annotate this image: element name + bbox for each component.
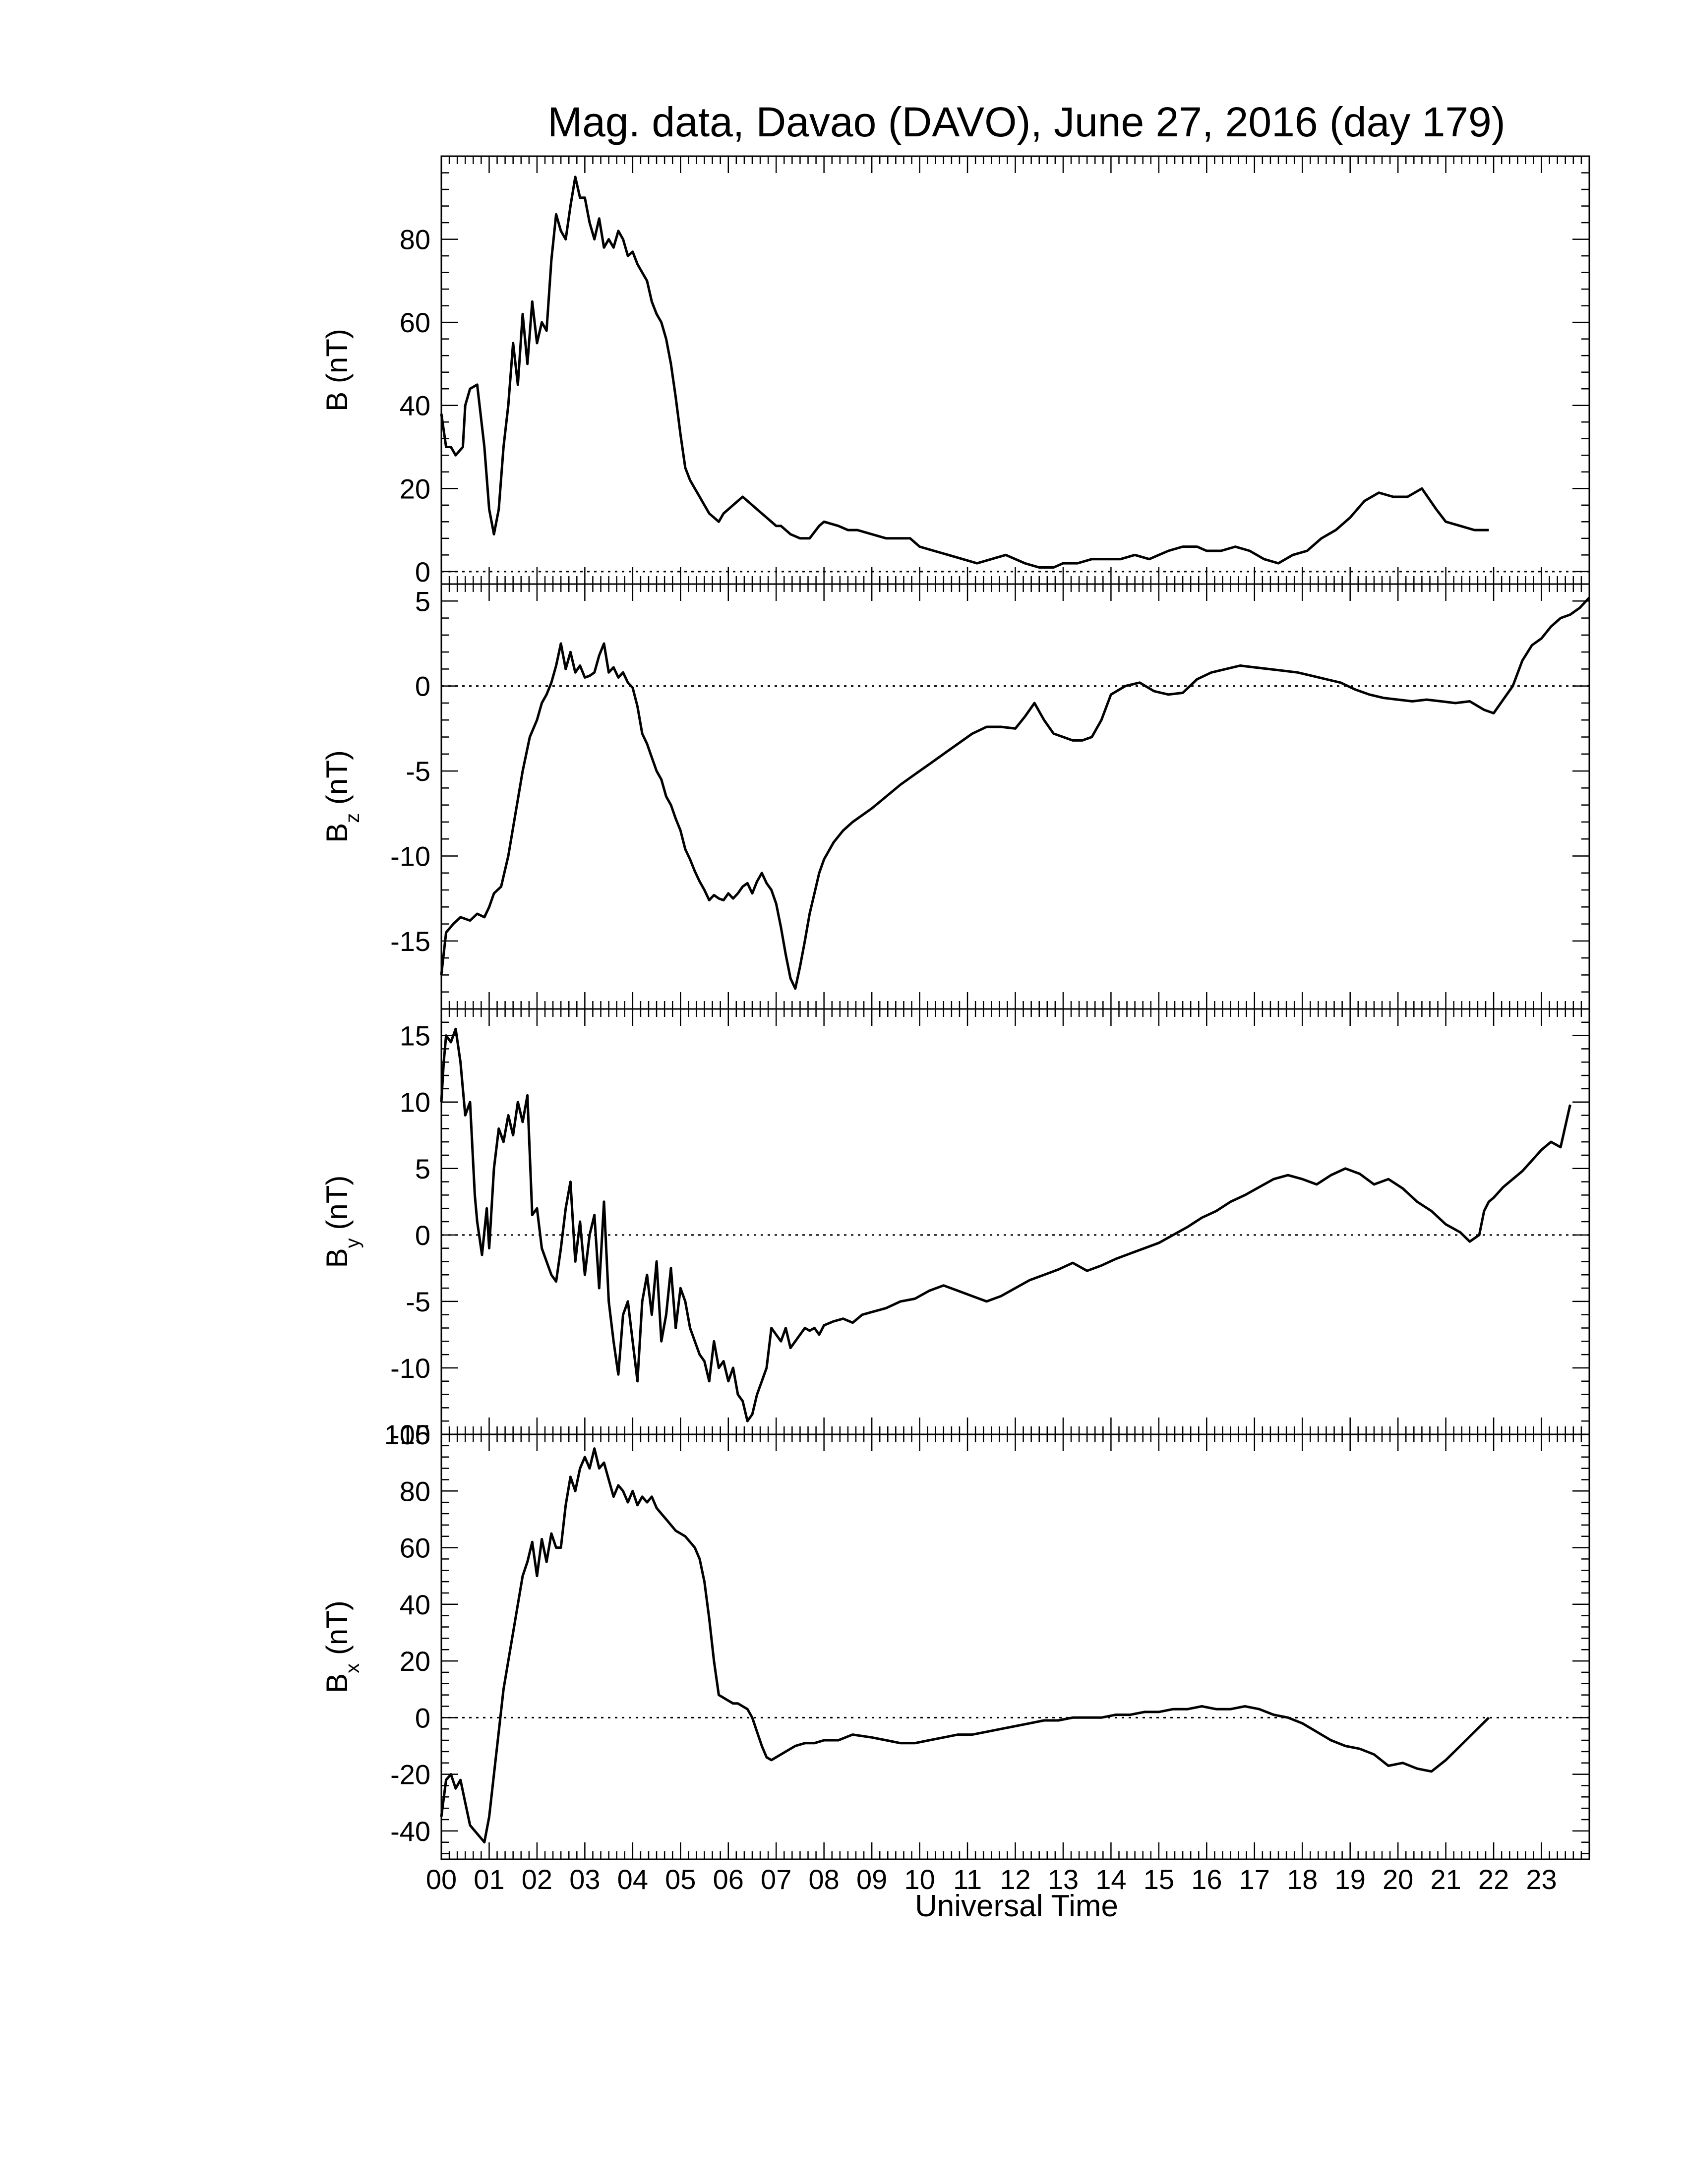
x-tick-label: 08 bbox=[809, 1864, 840, 1895]
x-tick-label: 14 bbox=[1095, 1864, 1126, 1895]
y-axis-label-unit: (nT) bbox=[320, 329, 354, 392]
y-tick-label-b: 20 bbox=[400, 473, 430, 504]
y-tick-label-bx: -40 bbox=[390, 1816, 430, 1847]
panel-bx: 100 80 60 40 20 0 -20 -40 Bx (nT) bbox=[320, 1419, 1590, 1860]
x-tick-label: 11 bbox=[953, 1864, 982, 1895]
y-axis-label-unit: (nT) bbox=[320, 750, 354, 813]
y-tick-label-bx: -20 bbox=[390, 1759, 430, 1790]
x-axis-label: Universal Time bbox=[915, 1889, 1118, 1923]
series-line-by bbox=[440, 1027, 1571, 1422]
y-axis-label-main: B bbox=[320, 392, 354, 412]
x-tick-label: 22 bbox=[1478, 1864, 1509, 1895]
series-line-bx bbox=[440, 1447, 1490, 1844]
series-line-bz bbox=[440, 596, 1590, 990]
y-tick-label-bz: -10 bbox=[390, 840, 430, 872]
y-tick-label-by: 15 bbox=[400, 1020, 430, 1052]
y-tick-label-bz: 5 bbox=[415, 586, 430, 617]
y-tick-label-b: 80 bbox=[400, 224, 430, 255]
x-tick-label: 09 bbox=[856, 1864, 887, 1895]
y-tick-label-by: -5 bbox=[406, 1286, 430, 1317]
y-tick-label-bx: 0 bbox=[415, 1702, 430, 1733]
y-tick-label-bz: -5 bbox=[406, 756, 430, 787]
y-tick-label-bx: 40 bbox=[400, 1589, 430, 1620]
y-axis-label-bx: Bx (nT) bbox=[320, 1600, 363, 1693]
x-tick-label: 20 bbox=[1383, 1864, 1413, 1895]
x-tick-label: 18 bbox=[1287, 1864, 1318, 1895]
y-axis-label-by: By (nT) bbox=[320, 1176, 363, 1268]
y-tick-label-by: 5 bbox=[415, 1153, 430, 1184]
x-tick-label: 12 bbox=[1000, 1864, 1030, 1895]
x-tick-label: 03 bbox=[569, 1864, 600, 1895]
x-tick-label: 07 bbox=[761, 1864, 791, 1895]
x-tick-label: 21 bbox=[1430, 1864, 1461, 1895]
y-tick-label-bx: 20 bbox=[400, 1646, 430, 1677]
x-tick-label: 04 bbox=[617, 1864, 648, 1895]
y-axis-label-bz: Bz (nT) bbox=[320, 750, 363, 843]
x-tick-label: 19 bbox=[1335, 1864, 1366, 1895]
y-axis-label-sub: y bbox=[342, 1238, 363, 1248]
x-tick-label: 23 bbox=[1526, 1864, 1557, 1895]
chart-title: Mag. data, Davao (DAVO), June 27, 2016 (… bbox=[547, 99, 1505, 145]
x-tick-label: 00 bbox=[426, 1864, 457, 1895]
y-tick-label-b: 60 bbox=[400, 307, 430, 338]
y-axis-label-unit: (nT) bbox=[320, 1600, 354, 1663]
x-tick-label: 06 bbox=[713, 1864, 744, 1895]
y-axis-label-unit: (nT) bbox=[320, 1176, 354, 1239]
y-tick-label-by: -10 bbox=[390, 1353, 430, 1384]
y-axis-label-b: B (nT) bbox=[320, 329, 354, 412]
x-tick-label: 15 bbox=[1144, 1864, 1174, 1895]
x-tick-label: 01 bbox=[474, 1864, 504, 1895]
series-line-b bbox=[440, 176, 1489, 569]
y-tick-label-bx: 100 bbox=[384, 1419, 430, 1450]
y-axis-label-main: B bbox=[320, 1673, 354, 1693]
y-tick-label-b: 40 bbox=[400, 390, 430, 421]
y-tick-label-by: 10 bbox=[400, 1087, 430, 1118]
y-tick-label-by: 0 bbox=[415, 1220, 430, 1251]
x-tick-labels: 00 01 02 03 04 05 06 07 08 09 10 11 12 13 14 15 16 17 18 19… bbox=[426, 1864, 1557, 1895]
x-tick-label: 16 bbox=[1191, 1864, 1222, 1895]
y-tick-label-bx: 60 bbox=[400, 1533, 430, 1564]
y-tick-label-bz: 0 bbox=[415, 671, 430, 702]
x-tick-label: 10 bbox=[904, 1864, 935, 1895]
x-tick-label: 17 bbox=[1239, 1864, 1270, 1895]
x-tick-label: 05 bbox=[665, 1864, 696, 1895]
y-tick-label-bx: 80 bbox=[400, 1476, 430, 1507]
y-tick-label-bz: -15 bbox=[390, 926, 430, 957]
x-tick-label: 13 bbox=[1048, 1864, 1079, 1895]
y-axis-label-sub: x bbox=[342, 1663, 363, 1673]
y-tick-label-b: 0 bbox=[415, 556, 430, 588]
y-axis-label-main: B bbox=[320, 823, 354, 843]
y-tick-label-by: -15 bbox=[390, 1419, 430, 1450]
y-axis-label-main: B bbox=[320, 1248, 354, 1268]
y-axis-label-sub: z bbox=[342, 813, 363, 823]
x-tick-label: 02 bbox=[522, 1864, 552, 1895]
panel-b: 0 20 40 60 80 B (nT) bbox=[320, 155, 1590, 588]
